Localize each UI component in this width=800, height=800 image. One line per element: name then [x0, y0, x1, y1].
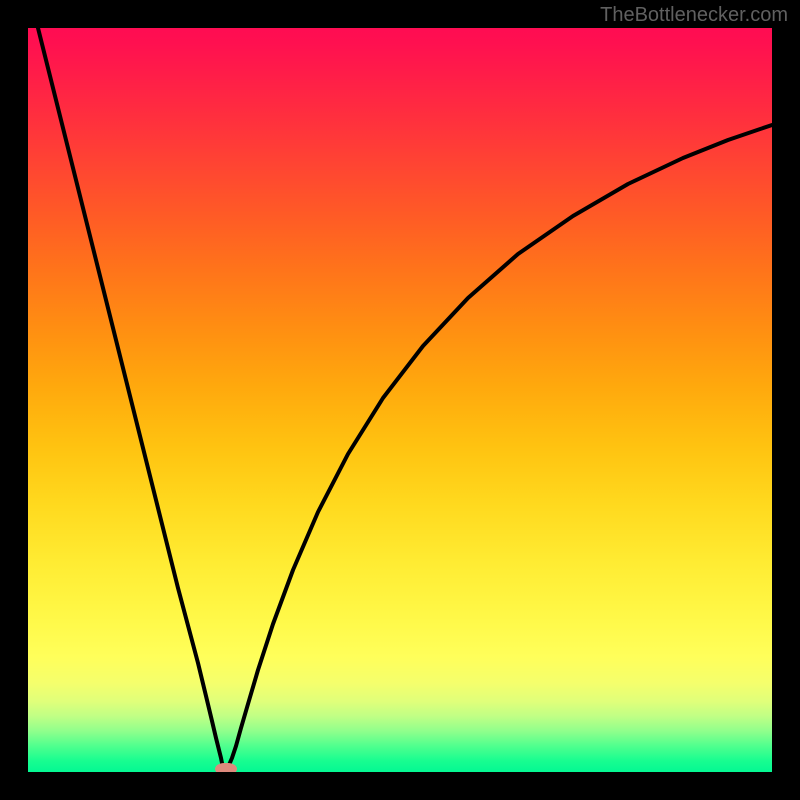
optimal-point-marker — [215, 763, 237, 772]
bottleneck-curve — [38, 28, 772, 769]
curve-layer — [28, 28, 772, 772]
watermark-text: TheBottlenecker.com — [600, 4, 788, 27]
chart-container: TheBottlenecker.com — [0, 0, 800, 800]
plot-area — [28, 28, 772, 772]
